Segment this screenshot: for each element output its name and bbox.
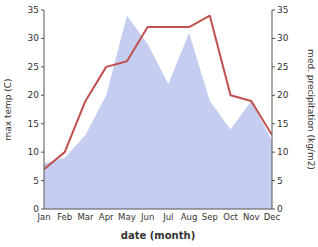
tick-label: 25 xyxy=(277,62,288,72)
tick-label: 20 xyxy=(28,90,40,100)
tick-label: 35 xyxy=(28,5,39,15)
axis-line xyxy=(44,209,272,210)
tick xyxy=(41,209,44,210)
tick-label: 5 xyxy=(33,176,39,186)
tick xyxy=(272,38,275,39)
tick-label: Sep xyxy=(202,212,218,222)
tick xyxy=(272,152,275,153)
tick-label: 5 xyxy=(277,176,283,186)
tick-label: Nov xyxy=(243,212,260,222)
tick xyxy=(41,152,44,153)
area xyxy=(44,16,272,209)
y2-axis-label: med. precipitation (kg/m2) xyxy=(306,49,316,170)
tick-label: Jun xyxy=(140,212,154,222)
tick xyxy=(272,10,275,11)
tick-label: Oct xyxy=(223,212,238,222)
tick xyxy=(41,66,44,67)
tick-label: Mar xyxy=(77,212,94,222)
tick xyxy=(272,66,275,67)
tick xyxy=(41,10,44,11)
tick xyxy=(41,123,44,124)
tick-label: 10 xyxy=(28,147,40,157)
tick-label: 25 xyxy=(28,62,39,72)
tick-label: Apr xyxy=(99,212,114,222)
tick xyxy=(41,95,44,96)
tick-label: 15 xyxy=(277,119,288,129)
tick-label: 15 xyxy=(28,119,39,129)
axis-line xyxy=(44,10,45,209)
tick-label: 20 xyxy=(277,90,289,100)
tick xyxy=(272,180,275,181)
tick-label: 30 xyxy=(277,33,289,43)
tick-label: Aug xyxy=(181,212,198,222)
tick xyxy=(272,95,275,96)
tick-label: 30 xyxy=(28,33,40,43)
axis-line xyxy=(272,10,273,209)
tick xyxy=(272,123,275,124)
tick xyxy=(41,180,44,181)
tick-label: Feb xyxy=(57,212,72,222)
tick-label: 10 xyxy=(277,147,289,157)
line xyxy=(44,16,272,170)
tick-label: 35 xyxy=(277,5,288,15)
chart: 0510152025303505101520253035JanFebMarApr… xyxy=(0,0,318,247)
tick xyxy=(41,38,44,39)
tick-label: Jul xyxy=(162,212,173,222)
tick-label: May xyxy=(118,212,136,222)
tick xyxy=(272,209,275,210)
x-axis-label: date (month) xyxy=(121,230,195,241)
marks xyxy=(44,16,272,209)
tick-label: Jan xyxy=(36,212,50,222)
y-axis-label: max temp (C) xyxy=(3,78,13,140)
tick-label: Dec xyxy=(264,212,281,222)
